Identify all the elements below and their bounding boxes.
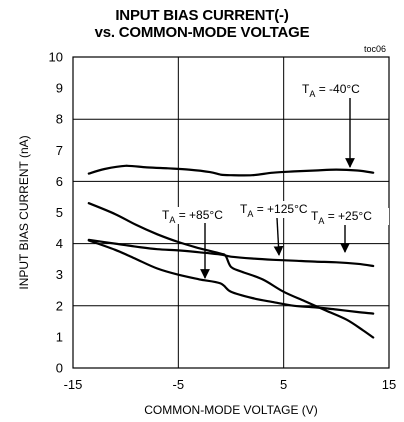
- y-tick-label: 9: [56, 81, 63, 96]
- chart-title-line-1: INPUT BIAS CURRENT(-): [115, 7, 289, 24]
- y-tick-label: 5: [56, 205, 63, 220]
- series-line-plus25c: [87, 238, 375, 268]
- y-tick-label: 3: [56, 267, 63, 282]
- series-line-plus85c: [87, 239, 375, 315]
- series-line-plus125c: [87, 202, 375, 339]
- series-line-minus40c: [87, 164, 375, 177]
- series-label-minus40c: TA = -40°C: [302, 82, 360, 99]
- y-tick-label: 2: [56, 298, 63, 313]
- series-label-bg: [238, 201, 318, 218]
- y-tick-label: 4: [56, 236, 63, 251]
- y-tick-label: 0: [56, 361, 63, 376]
- y-tick-label: 6: [56, 174, 63, 189]
- x-tick-label: -5: [173, 377, 185, 392]
- arrow-plus125c: [273, 217, 284, 256]
- y-axis-label: INPUT BIAS CURRENT (nA): [17, 135, 31, 289]
- figure-code: toc06: [363, 44, 386, 54]
- x-tick-label: -15: [64, 377, 83, 392]
- chart-title-line-2: vs. COMMON-MODE VOLTAGE: [94, 24, 310, 41]
- x-tick-label: 5: [280, 377, 287, 392]
- x-axis-label: COMMON-MODE VOLTAGE (V): [144, 403, 318, 417]
- y-tick-label: 1: [56, 329, 63, 344]
- x-tick-label: 15: [382, 377, 396, 392]
- series-label-plus85c: TA = +85°C: [162, 208, 223, 225]
- y-tick-label: 7: [56, 143, 63, 158]
- series-label-bg: [300, 81, 380, 98]
- series-label-bg: [160, 207, 240, 224]
- series-label-plus25c: TA = +25°C: [311, 209, 372, 226]
- series-label-plus125c: TA = +125°C: [240, 202, 308, 219]
- series-label-bg: [309, 208, 389, 225]
- y-tick-label: 8: [56, 112, 63, 127]
- y-tick-label: 10: [49, 50, 63, 65]
